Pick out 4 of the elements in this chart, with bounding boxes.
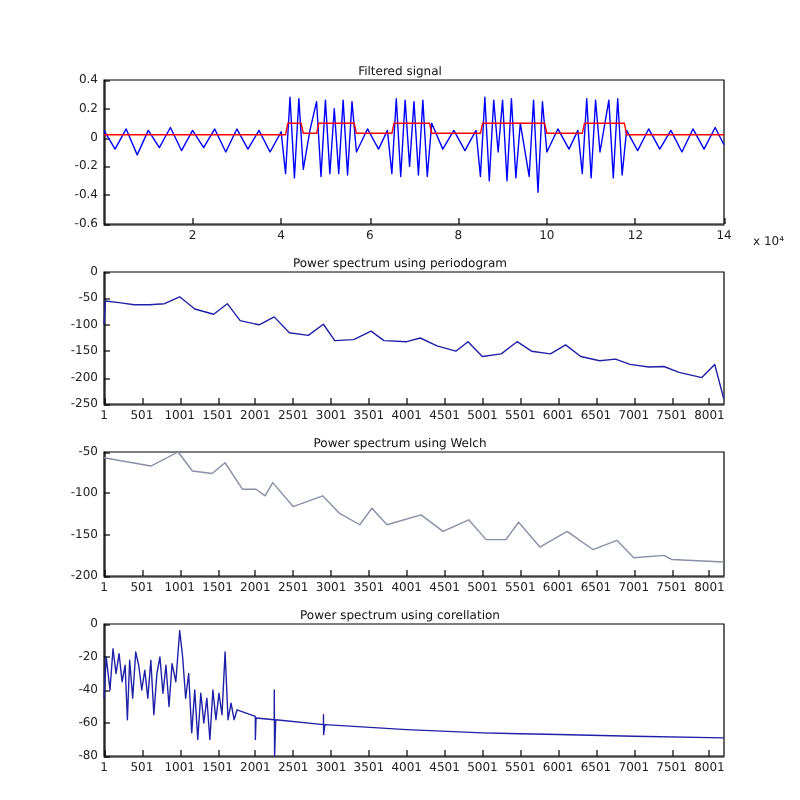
line-series bbox=[103, 451, 725, 563]
line-series bbox=[103, 96, 725, 194]
line-series bbox=[103, 629, 725, 757]
line-series bbox=[103, 296, 725, 400]
